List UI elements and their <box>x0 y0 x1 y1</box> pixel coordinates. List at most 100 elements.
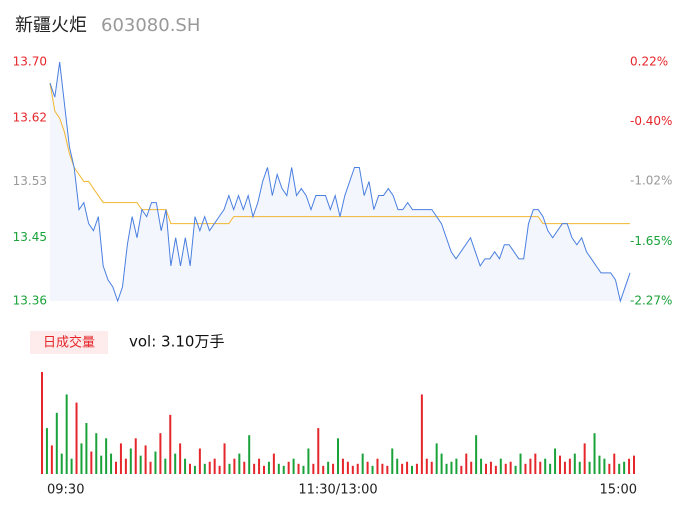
volume-bar <box>110 453 113 474</box>
y-tick-label: 13.36 <box>13 294 47 308</box>
volume-bar <box>568 458 571 474</box>
price-line <box>49 61 631 303</box>
volume-bar <box>263 465 265 474</box>
volume-bar <box>105 438 108 474</box>
volume-bar <box>425 458 428 474</box>
volume-bar <box>129 448 132 474</box>
stock-code: 603080.SH <box>101 15 200 36</box>
volume-bar <box>253 463 256 474</box>
volume-bar <box>415 463 418 474</box>
volume-bar <box>119 443 122 474</box>
volume-bar <box>213 458 216 474</box>
volume-bar <box>465 453 468 474</box>
x-tick-label: 11:30/13:00 <box>298 483 377 498</box>
volume-bar <box>608 463 611 474</box>
volume-bar <box>203 463 206 474</box>
volume-bar <box>238 453 241 474</box>
volume-bar <box>529 458 532 474</box>
volume-bar <box>549 463 552 474</box>
volume-bar <box>618 463 621 474</box>
volume-bar <box>475 435 478 474</box>
volume-bar <box>406 461 409 474</box>
y2-tick-label: -0.40% <box>630 114 672 128</box>
volume-bar <box>351 465 354 474</box>
volume-bar <box>134 438 137 474</box>
volume-bar <box>154 451 157 474</box>
volume-bar <box>381 463 384 474</box>
volume-bar <box>124 458 127 474</box>
volume-bar <box>174 453 177 474</box>
volume-bar <box>376 458 379 474</box>
volume-bar <box>519 453 522 474</box>
y-tick-label: 13.45 <box>13 230 47 244</box>
volume-bar <box>90 451 93 474</box>
volume-bar <box>41 372 43 474</box>
volume-bar <box>228 463 231 474</box>
volume-bar <box>267 461 270 474</box>
volume-bar <box>593 433 596 474</box>
y-tick-label: 13.70 <box>13 55 47 69</box>
price-area <box>50 62 630 301</box>
volume-bar <box>420 394 423 474</box>
volume-bar <box>243 461 246 474</box>
y2-tick-label: -1.02% <box>630 174 672 188</box>
volume-bar <box>277 463 280 474</box>
x-tick-label: 15:00 <box>600 483 637 498</box>
volume-bar <box>470 461 473 474</box>
volume-bar <box>297 463 300 474</box>
volume-bar <box>218 465 221 474</box>
volume-bar <box>208 461 211 474</box>
volume-bar <box>322 465 325 474</box>
volume-bar <box>341 458 344 474</box>
volume-bar <box>430 461 433 474</box>
volume-bar <box>159 433 162 474</box>
volume-bar <box>258 458 261 474</box>
volume-bar <box>524 463 527 474</box>
volume-bar <box>337 438 339 474</box>
volume-bar <box>287 461 290 474</box>
volume-bar <box>554 448 557 474</box>
volume-bar <box>248 435 251 474</box>
volume-bar <box>55 412 58 474</box>
volume-bar <box>70 458 73 474</box>
volume-bar <box>391 448 394 474</box>
volume-bar <box>504 463 507 474</box>
y2-tick-label: 0.22% <box>630 55 668 69</box>
volume-label: 日成交量 <box>43 335 95 351</box>
volume-bar <box>371 465 374 474</box>
y2-tick-label: -2.27% <box>630 294 672 308</box>
volume-bar <box>494 465 497 474</box>
volume-bar <box>613 453 616 474</box>
volume-bar <box>539 461 542 474</box>
volume-bar <box>115 461 117 474</box>
volume-bar <box>100 455 103 474</box>
volume-bar <box>356 463 359 474</box>
y-tick-label: 13.62 <box>13 111 47 125</box>
volume-bar <box>45 428 48 474</box>
volume-bar <box>85 423 88 474</box>
volume-bar <box>164 458 167 474</box>
volume-bar <box>435 443 438 474</box>
x-tick-label: 09:30 <box>47 483 84 498</box>
volume-bar <box>317 428 320 474</box>
volume-bar <box>282 465 285 474</box>
volume-bar <box>633 455 635 474</box>
volume-bar <box>534 453 537 474</box>
volume-label-box <box>30 331 108 354</box>
volume-bar <box>312 463 315 474</box>
stock-name: 新疆火炬 <box>15 15 87 36</box>
volume-bar <box>332 463 335 474</box>
volume-bar <box>445 463 448 474</box>
y2-tick-label: -1.65% <box>630 234 672 248</box>
volume-bar <box>292 458 295 474</box>
volume-bar <box>366 461 369 474</box>
volume-bar <box>509 461 512 474</box>
volume-bar <box>396 458 399 474</box>
volume-bar <box>499 458 502 474</box>
volume-bar <box>307 448 310 474</box>
volume-bar <box>189 463 191 474</box>
volume-bar <box>489 461 492 474</box>
volume-bar <box>401 463 404 474</box>
volume-bar <box>563 461 566 474</box>
volume-bar <box>480 458 483 474</box>
